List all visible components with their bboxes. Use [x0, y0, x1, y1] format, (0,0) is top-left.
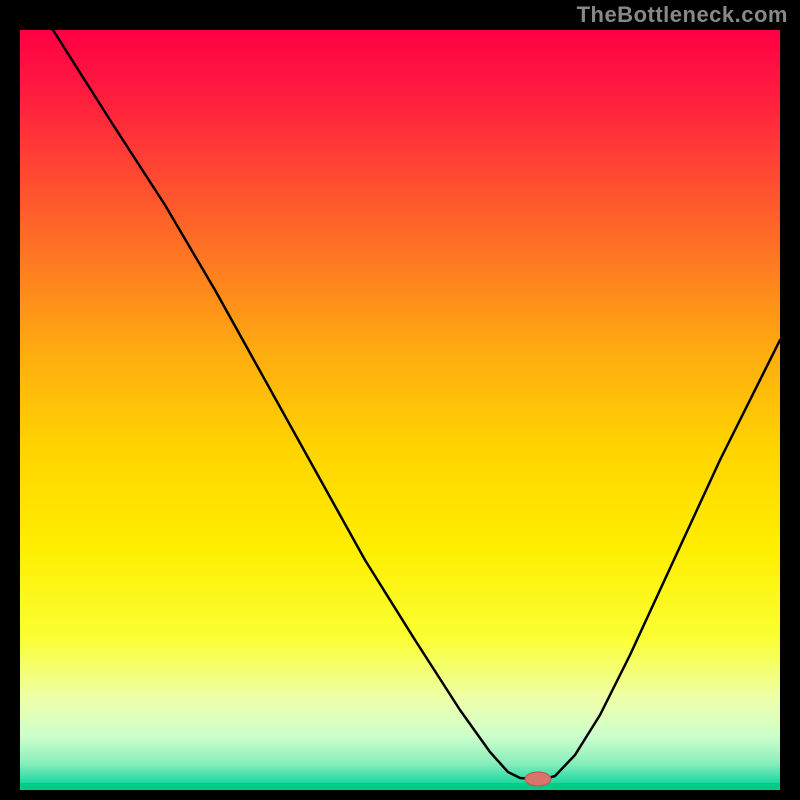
optimal-marker — [525, 772, 551, 786]
chart-background — [20, 30, 780, 790]
watermark-text: TheBottleneck.com — [577, 2, 788, 28]
chart-frame: TheBottleneck.com — [0, 0, 800, 800]
bottleneck-chart — [20, 30, 780, 790]
